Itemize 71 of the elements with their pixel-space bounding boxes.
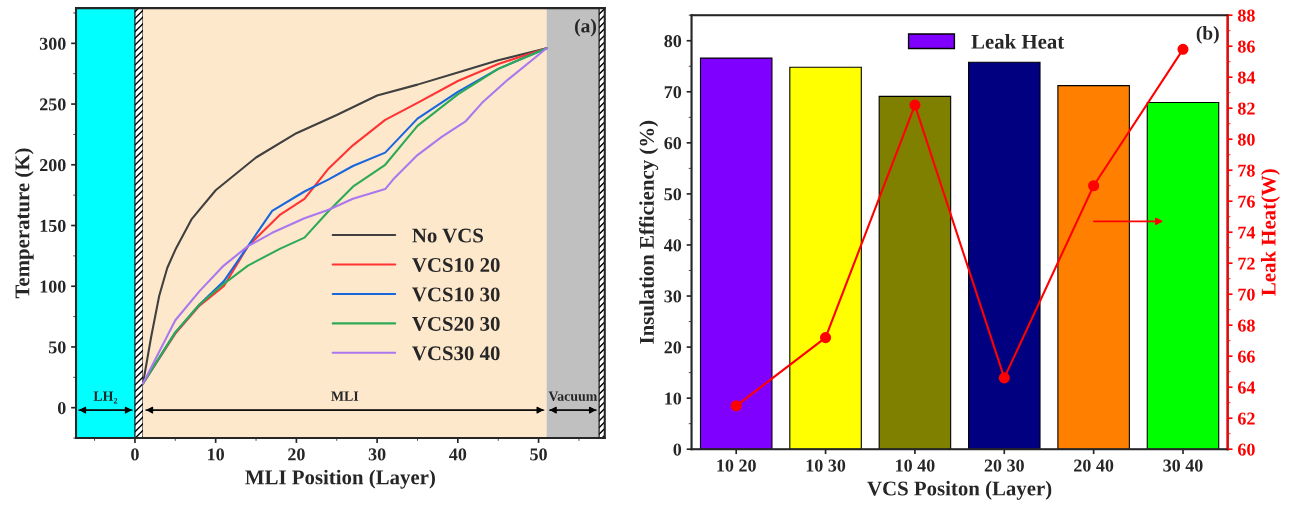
x-tick-label: 20 30 [984, 459, 1024, 472]
annotation: (b) [1196, 26, 1219, 44]
y-axis-title: Insulation Efficiency (%) [639, 120, 659, 344]
y-tick-label: 60 [664, 137, 682, 150]
y2-tick-label: 68 [1238, 319, 1255, 332]
y2-tick-label: 62 [1238, 412, 1255, 425]
bar [967, 61, 1041, 450]
point [1088, 180, 1100, 192]
y-tick-label: 50 [48, 341, 66, 354]
y2-tick-label: 86 [1237, 40, 1255, 53]
x-tick-label: 20 [288, 448, 305, 461]
x-tick-label: 0 [131, 448, 139, 461]
y2-tick-label: 78 [1238, 164, 1255, 177]
y-tick-label: 80 [664, 35, 682, 48]
y-tick-label: 100 [40, 280, 66, 293]
y2-tick-label: 76 [1238, 195, 1255, 208]
y-tick-label: 200 [39, 159, 66, 172]
bar [1146, 101, 1220, 450]
legend-label: VCS10 20 [412, 257, 500, 273]
band-label: MLI [331, 391, 359, 401]
y-tick-label: 0 [57, 401, 66, 415]
y-tick-label: 250 [39, 98, 66, 111]
x-tick-label: 30 40 [1163, 459, 1203, 472]
y2-tick-label: 88 [1237, 9, 1255, 22]
band-label: LH₂ [93, 391, 118, 404]
x-tick-label: 30 [368, 448, 386, 461]
point [730, 400, 742, 412]
x-tick-label: 10 20 [717, 459, 756, 472]
line-series [141, 47, 548, 385]
y-tick-label: 50 [664, 188, 682, 201]
x-tick-label: 40 [449, 448, 467, 461]
point [909, 99, 921, 111]
y-axis-title: Temperature (K) [14, 148, 34, 299]
band-label: Vacuum [548, 391, 598, 401]
y2-tick-label: 70 [1238, 288, 1255, 301]
legend-label: VCS20 30 [412, 316, 500, 331]
x-tick-label: 10 40 [896, 459, 935, 472]
legend-label: No VCS [412, 228, 483, 243]
y-tick-label: 40 [664, 239, 682, 252]
x-axis-title: MLI Position (Layer) [245, 469, 435, 489]
x-tick-label: 20 40 [1074, 459, 1114, 472]
bar [878, 95, 952, 450]
y2-tick-label: 72 [1238, 257, 1255, 270]
y2-tick-label: 84 [1237, 71, 1256, 84]
y2-tick-label: 64 [1238, 381, 1256, 394]
bar [789, 66, 862, 450]
bar [699, 57, 773, 450]
y2-tick-label: 80 [1237, 133, 1255, 146]
legend-label: VCS30 40 [412, 346, 500, 361]
y-tick-label: 70 [664, 86, 682, 99]
y2-tick-label: 60 [1238, 443, 1255, 456]
point [998, 372, 1010, 384]
point [820, 332, 832, 344]
bar [1057, 85, 1130, 450]
y-tick-label: 10 [665, 392, 682, 405]
y2-tick-label: 66 [1238, 350, 1255, 363]
y-tick-label: 150 [40, 219, 66, 232]
x-tick-label: 50 [530, 448, 547, 461]
y2-axis-title: Leak Heat(W) [1260, 169, 1280, 296]
y2-tick-label: 74 [1238, 226, 1256, 239]
legend-label: VCS10 30 [412, 287, 500, 302]
y-tick-label: 30 [664, 290, 682, 303]
y2-tick-label: 82 [1237, 102, 1255, 115]
legend-label: Leak Heat [971, 34, 1065, 49]
y-tick-label: 300 [39, 37, 66, 50]
point [1177, 43, 1189, 55]
y-tick-label: 20 [664, 341, 682, 354]
x-axis-title: VCS Positon (Layer) [867, 480, 1052, 500]
annotation: (a) [575, 18, 596, 37]
x-tick-label: 10 30 [806, 459, 846, 472]
x-tick-label: 10 [208, 448, 225, 461]
